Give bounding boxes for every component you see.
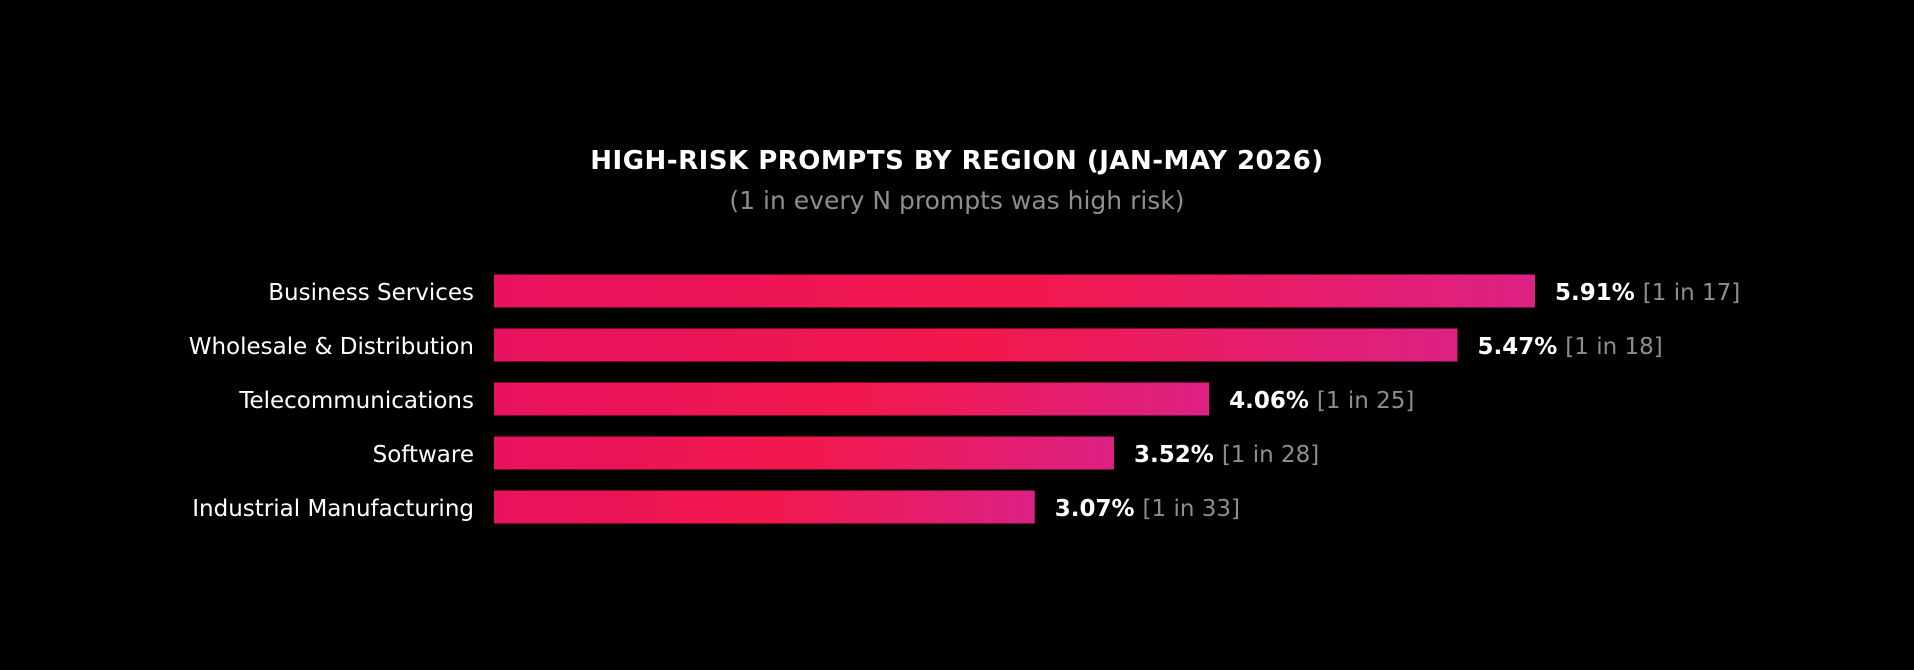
category-label: Industrial Manufacturing [192, 496, 474, 522]
category-label: Business Services [268, 280, 474, 306]
category-label: Telecommunications [238, 388, 474, 414]
chart-subtitle: (1 in every N prompts was high risk) [729, 186, 1185, 215]
data-label: 3.07% [1 in 33] [1055, 496, 1240, 522]
data-label: 4.06% [1 in 25] [1229, 388, 1414, 414]
data-label: 5.91% [1 in 17] [1555, 280, 1740, 306]
data-label: 5.47% [1 in 18] [1477, 334, 1662, 360]
data-label: 3.52% [1 in 28] [1134, 442, 1319, 468]
value-label: 5.91% [1555, 280, 1635, 306]
category-label: Software [373, 442, 474, 468]
bar [494, 382, 1210, 416]
value-label: 3.52% [1134, 442, 1214, 468]
bar [494, 328, 1458, 362]
bars-layer: Business Services 5.91% [1 in 17] Wholesale… [189, 274, 1740, 524]
bar [494, 436, 1115, 470]
bar [494, 274, 1535, 308]
ratio-label: [1 in 25] [1317, 388, 1414, 414]
ratio-label: [1 in 28] [1222, 442, 1319, 468]
value-label: 5.47% [1477, 334, 1557, 360]
value-label: 4.06% [1229, 388, 1309, 414]
ratio-label: [1 in 33] [1143, 496, 1240, 522]
bar [494, 490, 1035, 524]
category-label: Wholesale & Distribution [189, 334, 474, 360]
ratio-label: [1 in 17] [1643, 280, 1740, 306]
value-label: 3.07% [1055, 496, 1135, 522]
ratio-label: [1 in 18] [1565, 334, 1662, 360]
chart-title: HIGH-RISK PROMPTS BY REGION (JAN-MAY 202… [590, 146, 1324, 176]
